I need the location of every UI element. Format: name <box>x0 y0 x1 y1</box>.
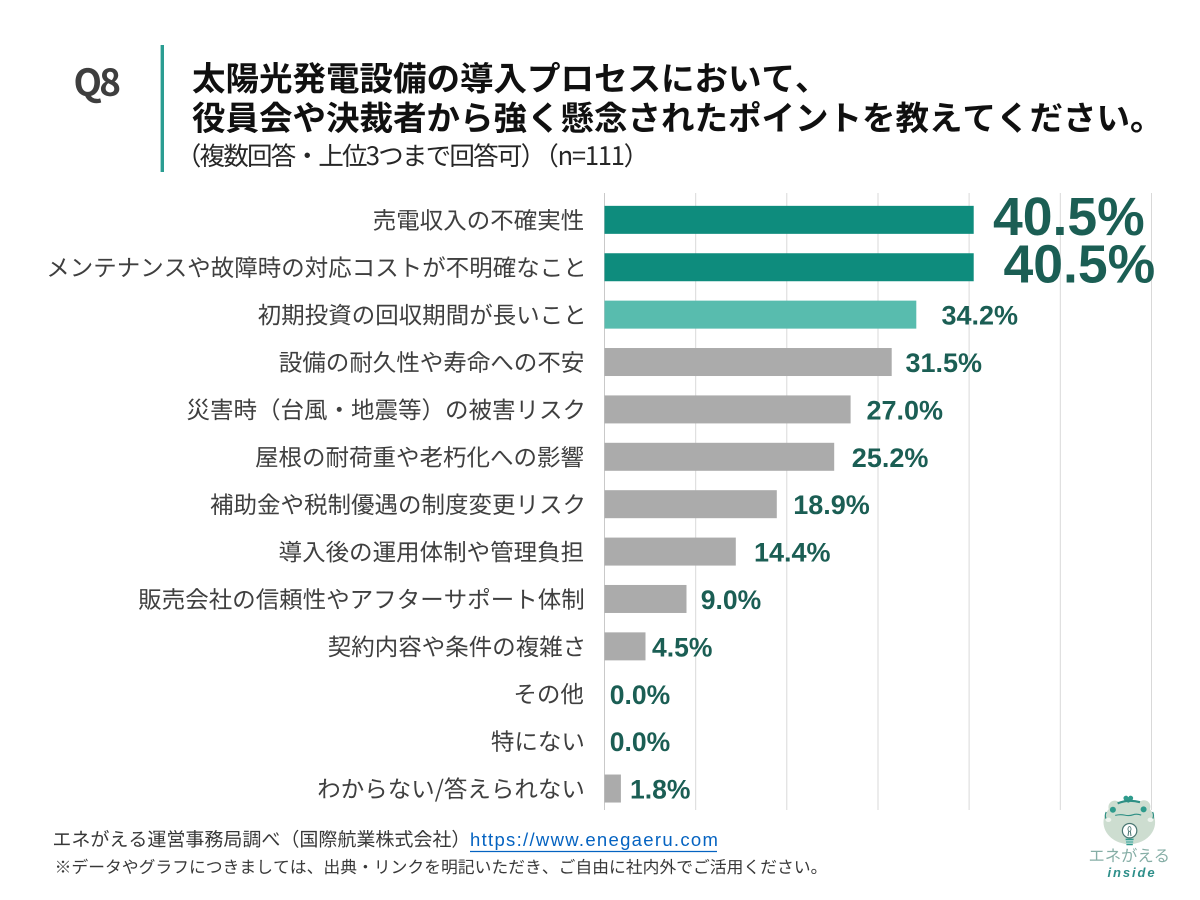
svg-text:31.5%: 31.5% <box>906 348 983 378</box>
svg-text:0.0%: 0.0% <box>610 727 670 757</box>
svg-text:9.0%: 9.0% <box>701 585 761 615</box>
svg-text:25.2%: 25.2% <box>852 443 929 473</box>
svg-text:14.4%: 14.4% <box>754 538 831 568</box>
svg-text:27.0%: 27.0% <box>867 395 944 425</box>
svg-text:https://www.enegaeru.com: https://www.enegaeru.com <box>470 829 719 850</box>
svg-text:34.2%: 34.2% <box>942 301 1019 331</box>
svg-text:40.5%: 40.5% <box>1004 235 1156 294</box>
svg-text:1.8%: 1.8% <box>630 775 690 805</box>
svg-text:40.5%: 40.5% <box>993 188 1145 247</box>
svg-text:inside: inside <box>1108 865 1157 880</box>
svg-text:0.0%: 0.0% <box>610 680 670 710</box>
svg-text:4.5%: 4.5% <box>652 632 712 662</box>
svg-text:18.9%: 18.9% <box>793 490 870 520</box>
